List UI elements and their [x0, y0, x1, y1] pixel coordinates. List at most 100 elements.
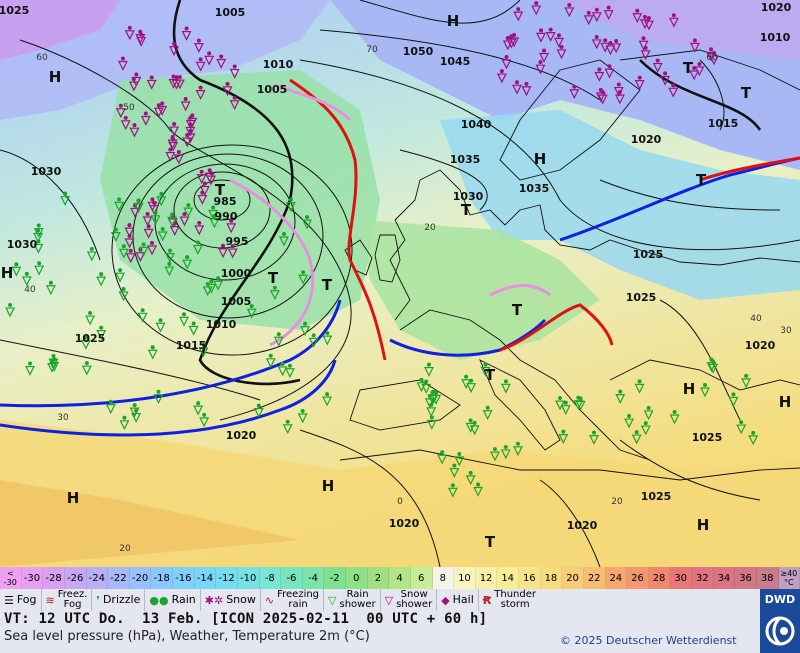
rain-symbol [147, 345, 158, 360]
snow-symbol [146, 75, 157, 90]
isotherm-label: 20 [424, 223, 436, 233]
pressure-label: 1020 [631, 133, 662, 146]
rain-symbol [513, 441, 523, 457]
pressure-label: 1020 [745, 339, 776, 352]
rain-symbol [167, 212, 178, 227]
high-pressure-label: H [779, 393, 792, 411]
scale-step: 38 [756, 567, 779, 589]
rain-icon: ●● [149, 593, 169, 607]
snow-symbol [181, 26, 192, 41]
copyright: © 2025 Deutscher Wetterdienst [560, 634, 737, 647]
rain-symbol [96, 325, 107, 340]
scale-step: -24 [86, 567, 109, 589]
map-subtitle: Sea level pressure (hPa), Weather, Tempe… [4, 629, 370, 644]
valid-time: VT: 12 UTC Do. 13 Feb. [ICON 2025-02-11 … [4, 611, 488, 627]
rain-symbol [728, 392, 739, 407]
isotherm-label: 20 [611, 497, 623, 507]
pressure-label: 1030 [31, 165, 62, 178]
isobars [0, 0, 800, 567]
snow-symbol [643, 16, 654, 31]
legend-freezing-rain: ∿ Freezing rain [261, 589, 325, 611]
pressure-label: 1035 [450, 153, 481, 166]
pressure-center-labels: H H H H H H H H H T T T T T T T T T T [1, 12, 792, 551]
snow-symbol [583, 10, 594, 26]
snow-symbol [536, 28, 546, 43]
low-pressure-label: T [322, 276, 333, 294]
scale-step: 4 [389, 567, 411, 589]
rain-symbol [213, 276, 224, 291]
pressure-label: 1010 [760, 31, 791, 44]
scale-step: 28 [648, 567, 671, 589]
fronts [0, 78, 800, 437]
pressure-label: 1020 [389, 517, 420, 530]
occluded-front-2 [274, 83, 352, 122]
snow-symbol [501, 55, 512, 70]
legend-snow-label: Snow [226, 593, 256, 606]
freezing-fog-icon: ≋ [45, 593, 55, 607]
pressure-label: 995 [226, 235, 249, 248]
low-pressure-label: T [741, 84, 752, 102]
snow-symbol [218, 243, 228, 259]
scale-step: -12 [216, 567, 238, 589]
scale-step: 2 [367, 567, 390, 589]
rain-symbol [138, 242, 149, 257]
rain-symbol [426, 415, 437, 430]
scale-low-end: < -30 [0, 567, 22, 589]
rain-symbol [322, 331, 333, 346]
legend-freezing-rain-label: Freezing rain [277, 589, 320, 610]
scale-step: 10 [454, 567, 476, 589]
cold-front-3 [389, 318, 547, 357]
rain-symbol [279, 232, 289, 247]
scale-high-end: ≥40 °C [778, 567, 800, 589]
rain-symbol [302, 215, 313, 230]
rain-symbol [25, 361, 35, 376]
rain-symbol [157, 227, 168, 242]
snow-symbol [196, 169, 207, 185]
isotherm-labels: 60 50 40 30 20 70 60 40 30 20 0 20 [24, 45, 792, 554]
snow-symbol [689, 38, 700, 53]
rain-symbol [424, 362, 434, 377]
pressure-label: 1030 [453, 190, 484, 203]
rain-symbol [421, 379, 432, 394]
rain-symbol [179, 312, 189, 327]
scale-step: -22 [108, 567, 130, 589]
snow-symbol [496, 69, 507, 84]
rain-symbol [285, 197, 296, 213]
rain-symbol [480, 362, 491, 377]
pressure-label: 1025 [633, 248, 664, 261]
snow-icon: ✱✲ [204, 593, 224, 607]
fog-icon: ☰ [4, 593, 14, 607]
occluded-front-3 [489, 284, 551, 297]
snow-symbol [222, 81, 233, 97]
snow-symbol [124, 25, 135, 41]
isotherm-label: 20 [119, 544, 131, 554]
scale-step: 26 [627, 567, 649, 589]
low-pressure-label: T [485, 533, 496, 551]
snow-symbol [513, 7, 524, 22]
rain-symbol [110, 227, 121, 242]
rain-symbol [700, 382, 710, 398]
rain-symbol [96, 272, 107, 287]
isotherm-label: 50 [123, 103, 135, 113]
rain-symbol [118, 244, 129, 259]
scale-step: 22 [583, 567, 606, 589]
rain-symbol [447, 483, 458, 498]
low-pressure-label: T [696, 171, 707, 189]
rain-symbol [188, 321, 199, 336]
snow-symbol [611, 38, 622, 54]
snow-symbol [668, 83, 679, 98]
rain-symbol [34, 261, 45, 276]
rain-symbol [427, 390, 438, 405]
low-pressure-label: T [485, 366, 496, 384]
occluded-front-1 [229, 178, 315, 347]
rain-symbol [300, 321, 311, 337]
dwd-logo: DWD [760, 589, 800, 653]
snow-symbol [539, 48, 549, 63]
scale-step: -10 [237, 567, 260, 589]
low-pressure-label: T [512, 301, 523, 319]
snow-symbol [229, 95, 240, 111]
isotherm-label: 40 [24, 285, 36, 295]
scale-step: 8 [432, 567, 455, 589]
snow-symbol [689, 65, 700, 81]
snow-symbol [564, 2, 575, 18]
